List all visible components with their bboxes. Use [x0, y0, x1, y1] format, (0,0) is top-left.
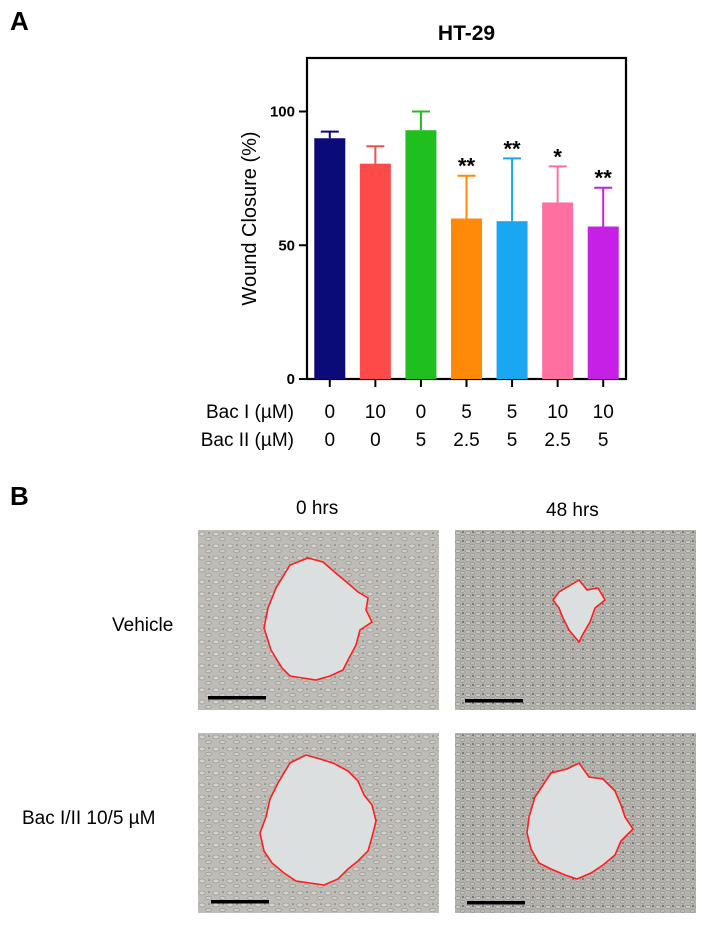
wound-area	[263, 557, 374, 681]
micrograph-vehicle-48hrs	[455, 530, 696, 710]
micrograph-treated-0hrs	[198, 733, 439, 913]
significance-label-3: **	[458, 154, 476, 179]
scale-bar	[465, 699, 523, 703]
row-1-value-0: 0	[324, 430, 335, 451]
micrograph-vehicle-0hrs	[198, 530, 439, 710]
row-1-value-4: 5	[507, 430, 518, 451]
row-0-value-1: 10	[365, 402, 386, 423]
wound-area	[552, 578, 607, 644]
scale-bar	[208, 696, 266, 700]
row-0-value-0: 0	[324, 402, 335, 423]
row-1-value-6: 5	[598, 430, 609, 451]
row-0-value-4: 5	[507, 402, 518, 423]
row-1-value-5: 2.5	[544, 430, 570, 451]
wound-area	[526, 761, 635, 880]
column-label-0hrs: 0 hrs	[296, 498, 339, 519]
chart-title: HT-29	[438, 22, 495, 45]
significance-label-5: *	[553, 144, 562, 169]
panel-a-label: A	[10, 6, 29, 36]
bar-2	[405, 130, 437, 379]
panel-b-label: B	[10, 481, 29, 511]
bar-4	[496, 221, 528, 379]
bar-5	[542, 202, 574, 379]
bar-6	[587, 226, 619, 379]
wound-area	[259, 754, 377, 886]
row-1-value-2: 5	[416, 430, 427, 451]
y-tick-label: 100	[270, 104, 295, 121]
column-label-48hrs: 48 hrs	[546, 500, 599, 521]
scale-bar	[467, 901, 525, 905]
bar-3	[451, 218, 482, 379]
bar-1	[359, 163, 391, 379]
y-tick-label: 50	[278, 237, 295, 254]
row-0-value-5: 10	[547, 402, 568, 423]
row-label-1: Bac II (µM)	[201, 430, 294, 451]
row-label-vehicle: Vehicle	[112, 615, 174, 636]
row-1-value-3: 2.5	[453, 430, 479, 451]
row-label-0: Bac I (µM)	[206, 402, 294, 423]
row-0-value-6: 10	[593, 402, 614, 423]
y-axis-label: Wound Closure (%)	[239, 131, 261, 305]
bar-0	[314, 138, 346, 379]
y-tick-label: 0	[287, 371, 295, 388]
row-label-bac-treatment: Bac I/II 10/5 µM	[22, 808, 156, 829]
row-0-value-3: 5	[461, 402, 472, 423]
significance-label-6: **	[595, 166, 613, 191]
scale-bar	[211, 900, 269, 904]
row-0-value-2: 0	[416, 402, 427, 423]
micrograph-treated-48hrs	[455, 733, 696, 913]
significance-label-4: **	[504, 136, 522, 161]
row-1-value-1: 0	[370, 430, 381, 451]
